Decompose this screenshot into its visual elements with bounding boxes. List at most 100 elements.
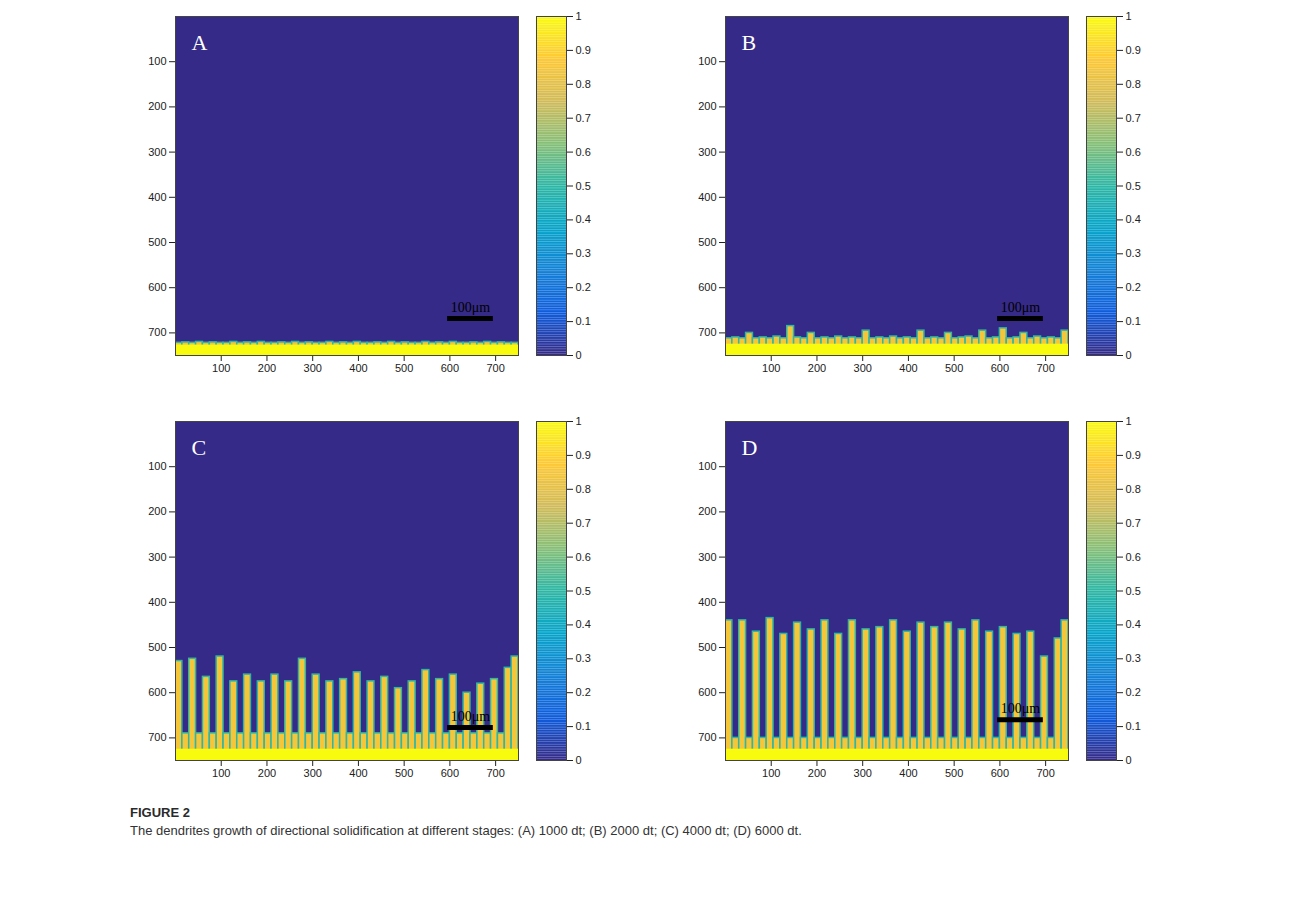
svg-text:0.7: 0.7: [1126, 112, 1141, 124]
svg-text:0.7: 0.7: [1126, 517, 1141, 529]
svg-text:700: 700: [148, 326, 166, 338]
svg-text:1: 1: [1126, 415, 1132, 427]
svg-text:D: D: [742, 435, 758, 460]
svg-text:300: 300: [148, 551, 166, 563]
svg-text:B: B: [742, 30, 757, 55]
svg-text:0.3: 0.3: [1126, 652, 1141, 664]
svg-text:400: 400: [698, 596, 716, 608]
svg-text:700: 700: [1036, 767, 1054, 779]
svg-text:700: 700: [1036, 362, 1054, 374]
svg-text:0.8: 0.8: [576, 78, 591, 90]
svg-text:0.3: 0.3: [576, 247, 591, 259]
svg-text:200: 200: [698, 505, 716, 517]
svg-text:0.5: 0.5: [1126, 585, 1141, 597]
svg-text:0.1: 0.1: [1126, 315, 1141, 327]
svg-text:300: 300: [698, 551, 716, 563]
svg-text:0.4: 0.4: [1126, 618, 1141, 630]
svg-text:100: 100: [698, 460, 716, 472]
svg-text:0.9: 0.9: [576, 44, 591, 56]
svg-text:400: 400: [349, 362, 367, 374]
svg-text:400: 400: [698, 191, 716, 203]
svg-text:100μm: 100μm: [1001, 701, 1041, 716]
svg-text:0.9: 0.9: [1126, 449, 1141, 461]
svg-text:200: 200: [258, 767, 276, 779]
svg-text:100: 100: [148, 460, 166, 472]
svg-text:100μm: 100μm: [451, 300, 491, 315]
svg-text:0.8: 0.8: [1126, 483, 1141, 495]
svg-text:600: 600: [148, 686, 166, 698]
svg-text:0: 0: [576, 349, 582, 361]
svg-text:0.1: 0.1: [1126, 720, 1141, 732]
svg-text:C: C: [192, 435, 207, 460]
svg-text:0.6: 0.6: [1126, 146, 1141, 158]
svg-text:700: 700: [698, 326, 716, 338]
svg-text:300: 300: [854, 362, 872, 374]
svg-text:0: 0: [576, 754, 582, 766]
svg-text:100: 100: [148, 55, 166, 67]
svg-text:0.4: 0.4: [576, 618, 591, 630]
svg-text:0.4: 0.4: [1126, 213, 1141, 225]
svg-text:500: 500: [148, 641, 166, 653]
svg-text:600: 600: [698, 281, 716, 293]
svg-text:0.6: 0.6: [576, 551, 591, 563]
svg-text:1: 1: [1126, 10, 1132, 22]
svg-text:500: 500: [698, 236, 716, 248]
svg-text:500: 500: [945, 767, 963, 779]
svg-text:100μm: 100μm: [1001, 300, 1041, 315]
svg-text:1: 1: [576, 415, 582, 427]
svg-text:500: 500: [148, 236, 166, 248]
svg-text:100: 100: [762, 362, 780, 374]
svg-text:300: 300: [854, 767, 872, 779]
svg-text:0.2: 0.2: [576, 281, 591, 293]
svg-text:0.3: 0.3: [576, 652, 591, 664]
svg-text:500: 500: [945, 362, 963, 374]
svg-text:0: 0: [1126, 754, 1132, 766]
svg-text:0.8: 0.8: [1126, 78, 1141, 90]
svg-text:0.9: 0.9: [1126, 44, 1141, 56]
svg-text:0.5: 0.5: [576, 585, 591, 597]
svg-text:600: 600: [991, 767, 1009, 779]
svg-text:0.2: 0.2: [576, 686, 591, 698]
svg-text:500: 500: [395, 362, 413, 374]
svg-text:500: 500: [698, 641, 716, 653]
svg-text:200: 200: [148, 100, 166, 112]
svg-text:400: 400: [148, 191, 166, 203]
svg-text:0.2: 0.2: [1126, 686, 1141, 698]
svg-text:0.5: 0.5: [576, 180, 591, 192]
svg-text:A: A: [192, 30, 208, 55]
svg-text:0.6: 0.6: [1126, 551, 1141, 563]
svg-text:100: 100: [212, 362, 230, 374]
svg-text:300: 300: [698, 146, 716, 158]
svg-text:300: 300: [148, 146, 166, 158]
svg-text:600: 600: [991, 362, 1009, 374]
svg-text:1: 1: [576, 10, 582, 22]
svg-text:0.5: 0.5: [1126, 180, 1141, 192]
svg-text:0: 0: [1126, 349, 1132, 361]
svg-text:200: 200: [148, 505, 166, 517]
svg-text:400: 400: [899, 767, 917, 779]
svg-text:400: 400: [148, 596, 166, 608]
svg-text:0.9: 0.9: [576, 449, 591, 461]
svg-text:600: 600: [441, 362, 459, 374]
svg-text:400: 400: [349, 767, 367, 779]
svg-text:200: 200: [698, 100, 716, 112]
svg-text:200: 200: [258, 362, 276, 374]
svg-text:100: 100: [212, 767, 230, 779]
svg-text:0.3: 0.3: [1126, 247, 1141, 259]
svg-text:600: 600: [148, 281, 166, 293]
svg-text:0.4: 0.4: [576, 213, 591, 225]
svg-text:500: 500: [395, 767, 413, 779]
svg-text:200: 200: [808, 767, 826, 779]
svg-text:600: 600: [441, 767, 459, 779]
svg-text:300: 300: [304, 362, 322, 374]
svg-text:0.6: 0.6: [576, 146, 591, 158]
svg-text:400: 400: [899, 362, 917, 374]
svg-text:700: 700: [486, 362, 504, 374]
svg-text:0.1: 0.1: [576, 315, 591, 327]
svg-text:0.8: 0.8: [576, 483, 591, 495]
svg-text:200: 200: [808, 362, 826, 374]
svg-text:0.7: 0.7: [576, 112, 591, 124]
svg-text:0.7: 0.7: [576, 517, 591, 529]
svg-text:0.1: 0.1: [576, 720, 591, 732]
svg-text:300: 300: [304, 767, 322, 779]
